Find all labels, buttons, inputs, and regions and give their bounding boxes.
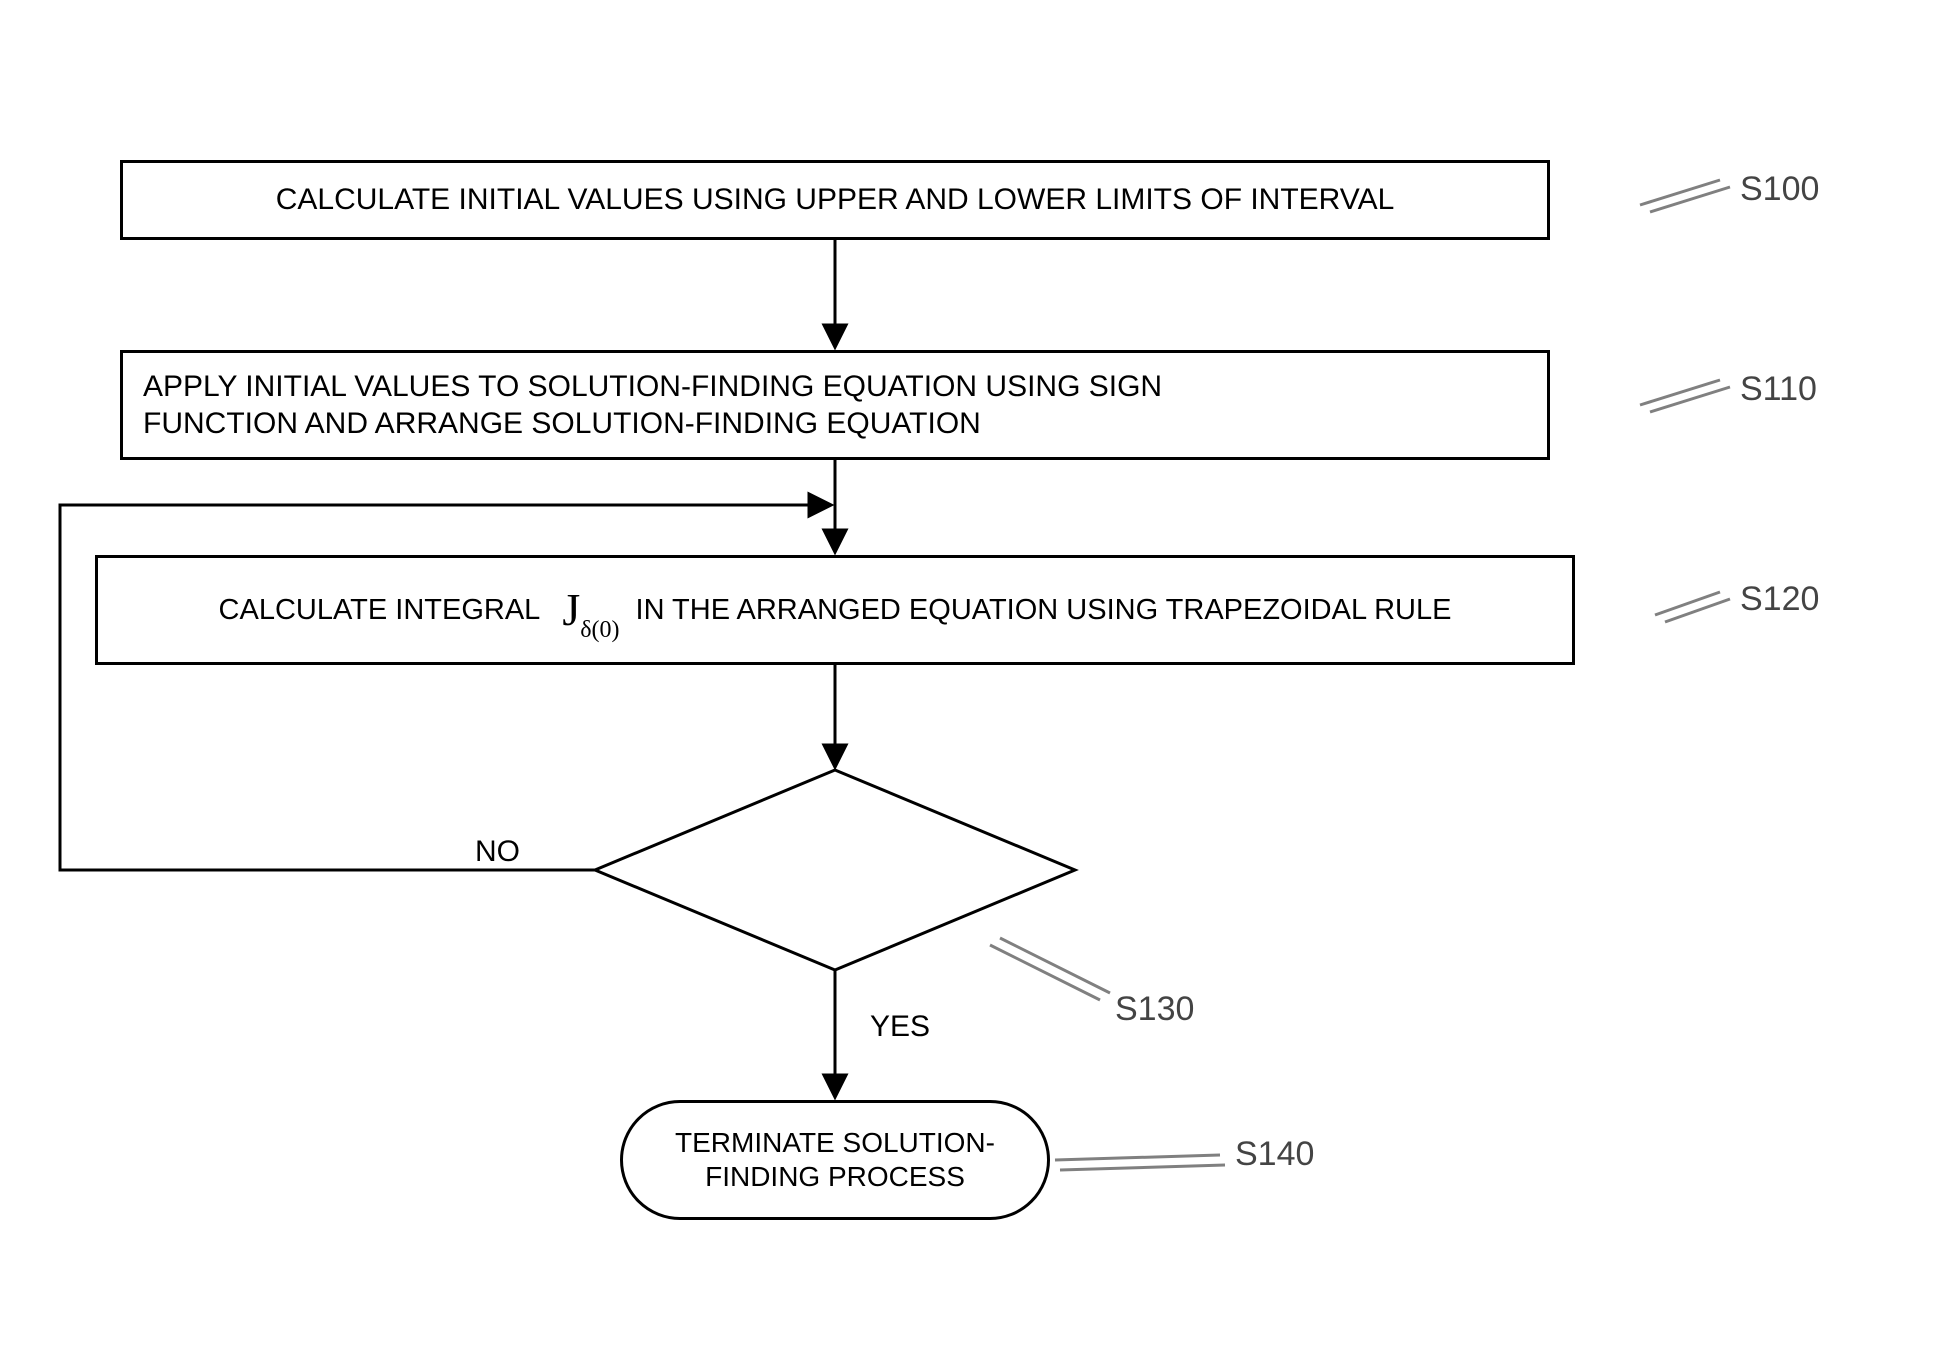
step-label-s130: S130 xyxy=(1115,990,1194,1029)
integral-sub: δ(0) xyxy=(580,617,619,643)
flowchart-canvas: CALCULATE INITIAL VALUES USING UPPER AND… xyxy=(0,0,1938,1361)
node-s120-left: CALCULATE INTEGRAL xyxy=(219,592,541,628)
node-s120: CALCULATE INTEGRAL Jδ(0) IN THE ARRANGED… xyxy=(95,555,1575,665)
integral-j: J xyxy=(562,584,580,635)
node-s120-right: IN THE ARRANGED EQUATION USING TRAPEZOID… xyxy=(636,592,1452,628)
step-label-s120: S120 xyxy=(1740,580,1819,619)
step-label-s100: S100 xyxy=(1740,170,1819,209)
node-s140-line2: FINDING PROCESS xyxy=(675,1160,995,1194)
node-s110-line2: FUNCTION AND ARRANGE SOLUTION-FINDING EQ… xyxy=(143,405,1162,443)
node-s110-line1: APPLY INITIAL VALUES TO SOLUTION-FINDING… xyxy=(143,368,1162,406)
callout-ticks xyxy=(990,180,1730,1170)
integral-symbol: Jδ(0) xyxy=(562,581,619,639)
node-s130-line2: ERROR SATISFIED? xyxy=(685,872,985,906)
edge-label-yes: YES xyxy=(870,1010,930,1044)
node-s100-text: CALCULATE INITIAL VALUES USING UPPER AND… xyxy=(276,181,1395,219)
edge-label-no: NO xyxy=(475,835,520,869)
node-s140-textblock: TERMINATE SOLUTION- FINDING PROCESS xyxy=(675,1126,995,1193)
node-s130-line1: ALLOWABLE xyxy=(685,838,985,872)
node-s130-text: ALLOWABLE ERROR SATISFIED? xyxy=(685,838,985,905)
step-label-s140: S140 xyxy=(1235,1135,1314,1174)
node-s110: APPLY INITIAL VALUES TO SOLUTION-FINDING… xyxy=(120,350,1550,460)
node-s110-textblock: APPLY INITIAL VALUES TO SOLUTION-FINDING… xyxy=(143,368,1162,443)
step-label-s110: S110 xyxy=(1740,370,1817,409)
node-s100: CALCULATE INITIAL VALUES USING UPPER AND… xyxy=(120,160,1550,240)
node-s140: TERMINATE SOLUTION- FINDING PROCESS xyxy=(620,1100,1050,1220)
node-s140-line1: TERMINATE SOLUTION- xyxy=(675,1126,995,1160)
